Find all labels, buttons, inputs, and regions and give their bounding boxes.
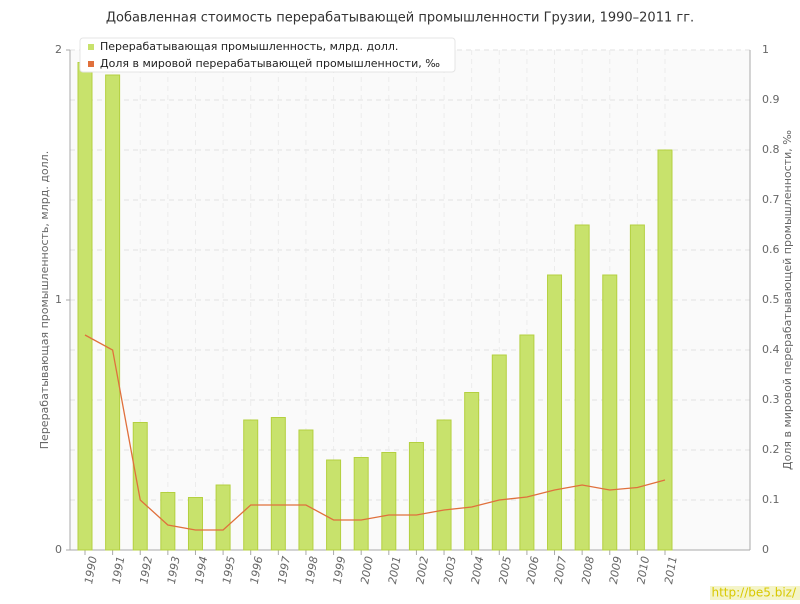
bar — [574, 224, 590, 551]
x-tick-label: 1993 — [165, 555, 183, 585]
y-tick-label: 0 — [55, 543, 62, 556]
x-tick-label: 2002 — [414, 555, 432, 585]
y2-tick-label: 1 — [762, 43, 769, 56]
bar — [105, 74, 121, 551]
x-tick-label: 2006 — [524, 555, 542, 585]
bar — [215, 484, 231, 551]
bar — [353, 457, 369, 551]
bar — [77, 62, 93, 551]
x-tick-label: 2009 — [607, 555, 625, 585]
x-tick-label: 2005 — [496, 555, 514, 585]
y-tick-label: 1 — [55, 293, 62, 306]
x-tick-label: 1995 — [220, 555, 238, 585]
y2-axis-label: Доля в мировой перерабатывающей промышле… — [781, 130, 794, 470]
x-tick-label: 1992 — [137, 555, 155, 585]
x-tick-label: 1990 — [82, 555, 100, 585]
bar — [657, 149, 673, 551]
y2-tick-label: 0.9 — [762, 93, 780, 106]
bar — [602, 274, 618, 551]
legend: Перерабатывающая промышленность, млрд. д… — [79, 37, 456, 73]
y-axis-label: Перерабатывающая промышленность, млрд. д… — [38, 151, 51, 449]
legend-marker — [88, 61, 94, 67]
y2-tick-label: 0.8 — [762, 143, 780, 156]
y2-tick-label: 0.6 — [762, 243, 780, 256]
bar — [629, 224, 645, 551]
y2-tick-label: 0.2 — [762, 443, 780, 456]
legend-box — [79, 37, 456, 73]
y2-tick-label: 0.5 — [762, 293, 780, 306]
bar — [464, 392, 480, 551]
bar — [491, 354, 507, 551]
x-tick-label: 1997 — [275, 555, 293, 585]
y2-tick-label: 0 — [762, 543, 769, 556]
legend-marker — [88, 44, 94, 50]
bar — [132, 422, 148, 551]
x-tick-label: 1998 — [303, 555, 321, 585]
legend-label: Доля в мировой перерабатывающей промышле… — [100, 57, 440, 70]
x-tick-label: 2007 — [552, 555, 570, 585]
y2-tick-label: 0.4 — [762, 343, 780, 356]
x-tick-label: 2011 — [662, 555, 680, 585]
x-tick-label: 2010 — [634, 555, 652, 585]
chart-title: Добавленная стоимость перерабатывающей п… — [106, 11, 694, 26]
x-tick-label: 2004 — [469, 555, 487, 585]
legend-label: Перерабатывающая промышленность, млрд. д… — [100, 40, 398, 53]
bar — [243, 419, 259, 551]
y2-tick-label: 0.1 — [762, 493, 780, 506]
x-tick-label: 1994 — [193, 555, 211, 585]
x-tick-label: 2008 — [579, 555, 597, 585]
y2-tick-label: 0.7 — [762, 193, 780, 206]
bar — [436, 419, 452, 551]
x-tick-label: 1996 — [248, 555, 266, 585]
bar — [298, 429, 314, 551]
x-tick-label: 2003 — [441, 555, 459, 585]
watermark: http://be5.biz/ — [711, 586, 796, 600]
x-tick-label: 2001 — [386, 555, 404, 585]
line — [84, 334, 666, 531]
watermark-bg — [710, 586, 800, 600]
bar — [326, 459, 342, 551]
x-tick-label: 2000 — [358, 555, 376, 585]
bar — [519, 334, 535, 551]
bar — [547, 274, 563, 551]
bar — [187, 497, 203, 551]
bar — [160, 492, 176, 551]
y-tick-label: 2 — [55, 43, 62, 56]
bar — [270, 417, 286, 551]
x-tick-label: 1999 — [331, 555, 349, 585]
bar — [408, 442, 424, 551]
bar — [381, 452, 397, 551]
y2-tick-label: 0.3 — [762, 393, 780, 406]
x-tick-label: 1991 — [110, 555, 128, 585]
